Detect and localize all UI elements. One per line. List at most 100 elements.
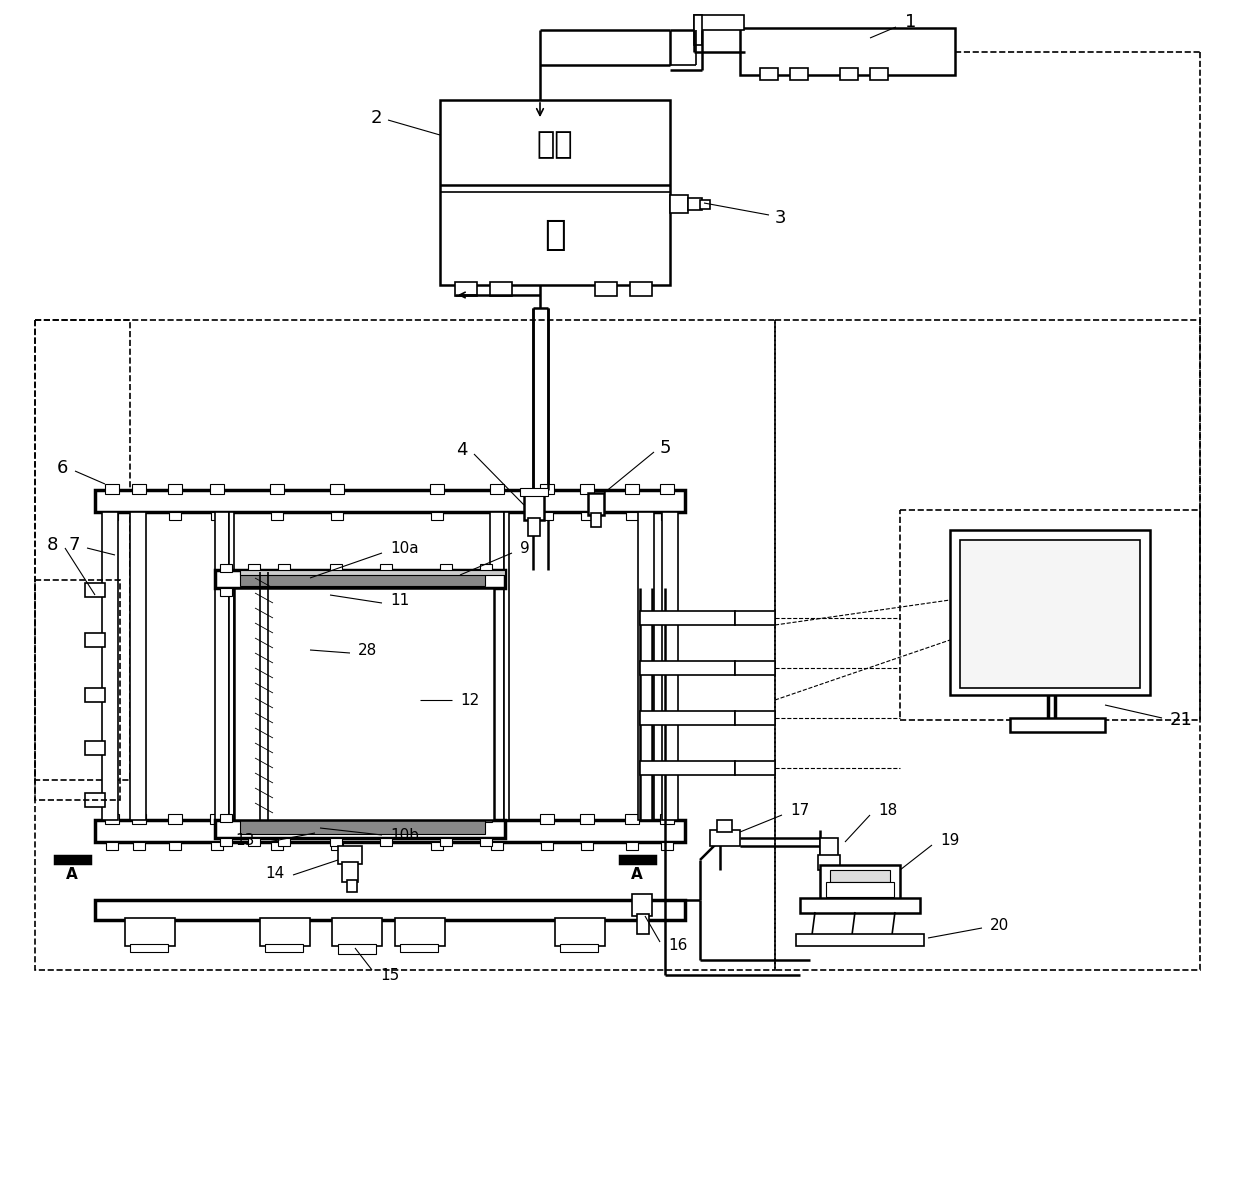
Bar xyxy=(330,588,342,596)
Bar xyxy=(55,856,91,863)
Bar xyxy=(278,838,290,846)
Bar xyxy=(215,511,229,820)
Text: 11: 11 xyxy=(391,593,409,607)
Bar xyxy=(735,611,775,625)
Bar xyxy=(491,842,503,850)
Bar xyxy=(86,583,105,598)
Bar xyxy=(169,842,181,850)
Bar xyxy=(347,880,357,891)
Bar xyxy=(820,865,900,905)
Bar xyxy=(272,511,283,520)
Bar xyxy=(660,814,675,825)
Bar xyxy=(248,564,260,572)
Bar xyxy=(491,511,503,520)
Bar xyxy=(241,572,485,586)
Bar xyxy=(105,842,118,850)
Bar xyxy=(541,511,553,520)
Bar xyxy=(490,484,503,494)
Bar xyxy=(278,814,290,822)
Bar xyxy=(105,511,118,520)
Bar xyxy=(480,564,492,572)
Bar xyxy=(219,814,232,822)
Bar xyxy=(688,198,702,210)
Bar xyxy=(330,814,342,822)
Bar xyxy=(260,918,310,946)
Bar xyxy=(379,588,392,596)
Bar xyxy=(130,944,167,952)
Bar xyxy=(342,862,358,882)
Bar xyxy=(169,511,181,520)
Bar xyxy=(86,633,105,646)
Bar xyxy=(211,511,223,520)
Bar xyxy=(580,814,594,825)
Text: 4: 4 xyxy=(456,441,467,459)
Bar xyxy=(330,814,343,825)
Text: A: A xyxy=(631,866,642,882)
Bar xyxy=(640,611,735,625)
Bar xyxy=(820,838,838,868)
Bar xyxy=(640,661,735,675)
Bar xyxy=(430,814,444,825)
Bar xyxy=(440,814,453,822)
Bar xyxy=(210,814,224,825)
Text: 6: 6 xyxy=(57,459,68,477)
Bar xyxy=(490,282,512,296)
Bar xyxy=(133,842,145,850)
Bar xyxy=(625,484,639,494)
Bar xyxy=(826,882,894,897)
Bar xyxy=(125,918,175,946)
Text: 1: 1 xyxy=(905,13,916,31)
Bar xyxy=(35,580,120,799)
Bar xyxy=(620,856,655,863)
Bar xyxy=(131,814,146,825)
Bar xyxy=(95,820,684,842)
Text: 10b: 10b xyxy=(391,827,419,842)
Bar xyxy=(525,490,544,520)
Bar xyxy=(105,484,119,494)
Text: 7: 7 xyxy=(68,537,81,554)
Bar xyxy=(211,842,223,850)
Bar xyxy=(35,320,775,970)
Bar xyxy=(760,68,777,80)
Bar xyxy=(490,814,503,825)
Bar xyxy=(241,570,505,575)
Bar xyxy=(130,511,146,820)
Text: 13: 13 xyxy=(236,833,255,847)
Bar xyxy=(588,494,604,515)
Bar xyxy=(332,918,382,946)
Bar xyxy=(480,838,492,846)
Bar xyxy=(632,894,652,917)
Text: 20: 20 xyxy=(990,918,1009,932)
Bar xyxy=(660,484,675,494)
Bar xyxy=(539,814,554,825)
Bar xyxy=(950,531,1149,695)
Bar xyxy=(379,814,392,822)
Bar xyxy=(630,282,652,296)
Bar xyxy=(339,846,362,864)
Text: 3: 3 xyxy=(775,209,786,227)
Bar xyxy=(640,761,735,776)
Bar xyxy=(625,814,639,825)
Bar xyxy=(105,814,119,825)
Text: 21: 21 xyxy=(1171,711,1193,729)
Bar xyxy=(490,511,503,820)
Bar xyxy=(1011,718,1105,733)
Text: A: A xyxy=(66,866,78,882)
Text: 2: 2 xyxy=(371,109,382,127)
Bar xyxy=(440,564,453,572)
Bar xyxy=(270,484,284,494)
Bar xyxy=(330,838,342,846)
Bar xyxy=(541,842,553,850)
Bar xyxy=(219,588,232,596)
Bar xyxy=(331,511,343,520)
Text: 17: 17 xyxy=(790,803,810,817)
Bar xyxy=(900,510,1200,721)
Bar xyxy=(133,511,145,520)
Bar xyxy=(272,842,283,850)
Bar xyxy=(278,564,290,572)
Bar xyxy=(234,588,494,820)
Bar xyxy=(215,820,505,838)
Bar xyxy=(210,484,224,494)
Bar xyxy=(556,918,605,946)
Bar xyxy=(167,484,182,494)
